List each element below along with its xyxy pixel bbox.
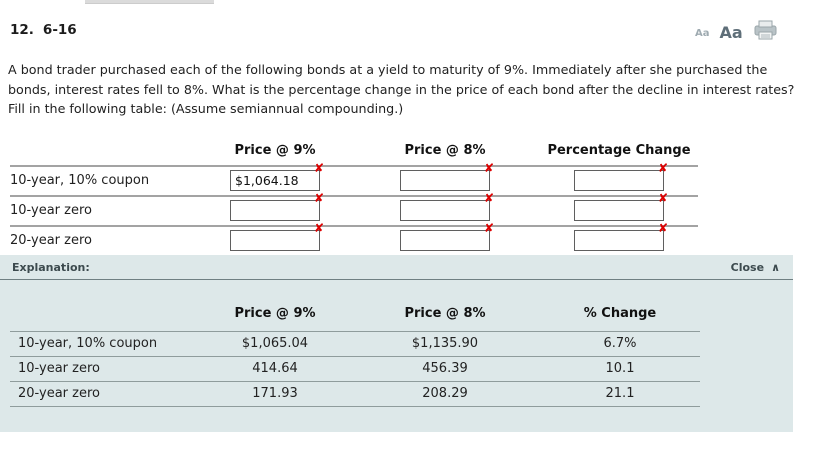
row-label: 20-year zero — [10, 233, 92, 248]
explanation-table-header-row: Price @ 9% Price @ 8% % Change — [10, 297, 700, 332]
cell-pctchange: 21.1 — [605, 386, 635, 401]
answer-row-10yr-zero: 10-year zero ✘ ✘ ✘ — [10, 192, 698, 226]
print-icon[interactable] — [753, 20, 778, 41]
exp-header-empty — [10, 297, 200, 332]
exp-header-price-9: Price @ 9% — [234, 306, 316, 321]
answer-header-empty — [10, 143, 200, 166]
exp-header-pct-change: % Change — [583, 306, 657, 321]
chevron-up-icon: ∧ — [771, 260, 780, 274]
cell-price9: $1,065.04 — [241, 336, 309, 351]
row-label: 10-year zero — [10, 203, 92, 218]
answer-row-10yr-coupon: 10-year, 10% coupon ✘ ✘ ✘ — [10, 162, 698, 196]
input-price9-10yr-zero[interactable] — [230, 200, 320, 221]
input-pctchange-20yr-zero[interactable] — [574, 230, 664, 251]
explanation-header: Explanation: Close ∧ — [0, 255, 793, 280]
exp-header-price-8: Price @ 8% — [404, 306, 486, 321]
input-pctchange-10yr-coupon[interactable] — [574, 170, 664, 191]
answer-table-header-row: Price @ 9% Price @ 8% Percentage Change — [10, 143, 698, 166]
problem-text: A bond trader purchased each of the foll… — [8, 62, 795, 116]
row-label: 20-year zero — [18, 386, 100, 401]
answer-header-price-8: Price @ 8% — [404, 143, 486, 158]
cell-price8: $1,135.90 — [411, 336, 479, 351]
explanation-row-10yr-zero: 10-year zero 414.64 456.39 10.1 — [10, 356, 700, 382]
input-pctchange-10yr-zero[interactable] — [574, 200, 664, 221]
row-label: 10-year, 10% coupon — [10, 173, 150, 188]
cell-price8: 208.29 — [422, 386, 468, 401]
explanation-panel: Explanation: Close ∧ Price @ 9% Price @ … — [0, 255, 793, 432]
cell-price9: 414.64 — [252, 361, 298, 376]
font-size-large-button[interactable]: Aa — [719, 23, 743, 42]
cell-pctchange: 10.1 — [605, 361, 635, 376]
explanation-table: Price @ 9% Price @ 8% % Change 10-year, … — [10, 297, 700, 407]
explanation-row-10yr-coupon: 10-year, 10% coupon $1,065.04 $1,135.90 … — [10, 331, 700, 357]
row-label: 10-year zero — [18, 361, 100, 376]
page-title: 12. 6-16 — [10, 22, 77, 38]
problem-code: 6-16 — [42, 22, 77, 38]
close-label: Close — [730, 260, 765, 274]
cell-price9: 171.93 — [252, 386, 298, 401]
font-size-small-button[interactable]: Aa — [695, 28, 710, 39]
top-tab-remnant — [85, 0, 214, 4]
input-price8-10yr-coupon[interactable] — [400, 170, 490, 191]
row-label: 10-year, 10% coupon — [18, 336, 158, 351]
answer-header-pct-change: Percentage Change — [547, 143, 691, 158]
toolbar: Aa Aa — [695, 20, 787, 41]
answer-table: Price @ 9% Price @ 8% Percentage Change … — [10, 143, 698, 257]
input-price9-20yr-zero[interactable] — [230, 230, 320, 251]
problem-number: 12. — [10, 22, 34, 38]
explanation-label: Explanation: — [12, 260, 90, 274]
input-price8-20yr-zero[interactable] — [400, 230, 490, 251]
explanation-row-20yr-zero: 20-year zero 171.93 208.29 21.1 — [10, 381, 700, 407]
answer-row-20yr-zero: 20-year zero ✘ ✘ ✘ — [10, 222, 698, 256]
close-explanation-button[interactable]: Close ∧ — [731, 261, 780, 274]
cell-pctchange: 6.7% — [603, 336, 637, 351]
cell-price8: 456.39 — [422, 361, 468, 376]
input-price8-10yr-zero[interactable] — [400, 200, 490, 221]
answer-header-price-9: Price @ 9% — [234, 143, 316, 158]
input-price9-10yr-coupon[interactable] — [230, 170, 320, 191]
